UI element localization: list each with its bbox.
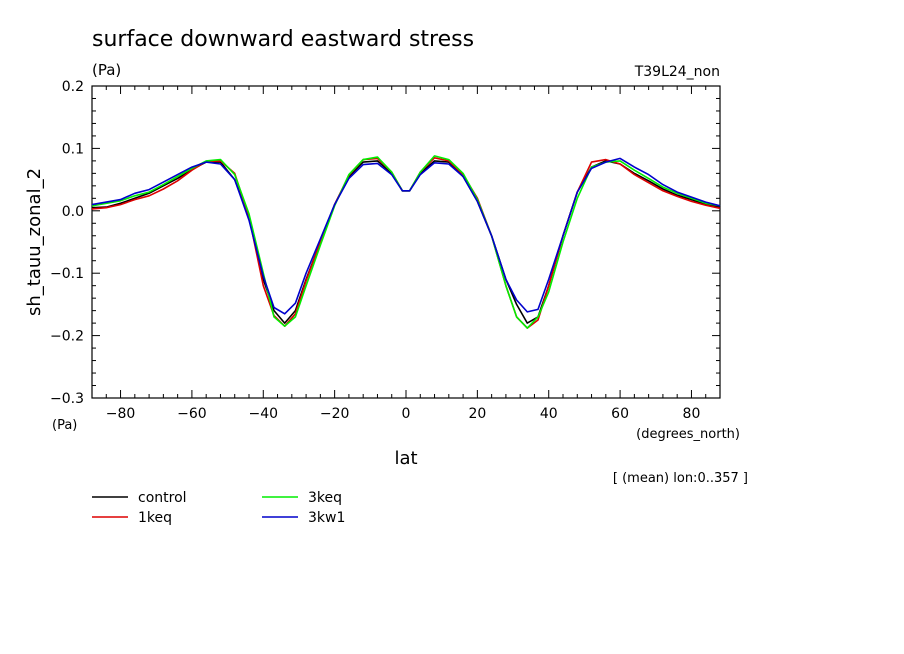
y-axis-label: sh_tauu_zonal_2 — [24, 168, 45, 316]
legend-label-3kw1: 3kw1 — [308, 510, 345, 526]
y-tick-label: −0.1 — [50, 266, 84, 282]
x-tick-label: −60 — [177, 406, 207, 422]
y-tick-label: −0.3 — [50, 391, 84, 407]
series-line-control — [91, 160, 721, 324]
y-unit-top: (Pa) — [92, 61, 121, 79]
series-line-3kw1 — [91, 157, 721, 315]
plot-area — [91, 85, 721, 399]
x-tick-label: 20 — [468, 406, 486, 422]
x-tick-label: 60 — [611, 406, 629, 422]
x-axis: −80 −60 −40 −20 0 20 40 60 80 — [91, 86, 721, 422]
x-tick-label: −40 — [248, 406, 278, 422]
y-tick-label: −0.2 — [50, 329, 84, 345]
y-axis: −0.3 −0.2 −0.1 0.0 0.1 0.2 — [50, 79, 720, 407]
y-tick-label: 0.2 — [62, 79, 84, 95]
x-axis-label: lat — [394, 448, 417, 469]
legend-label-3keq: 3keq — [308, 490, 342, 506]
series-line-1keq — [91, 157, 721, 329]
mean-note: [ (mean) lon:0..357 ] — [613, 471, 748, 486]
plot-frame — [91, 85, 721, 399]
top-right-label: T39L24_non — [634, 64, 720, 80]
y-unit-bottom: (Pa) — [52, 418, 77, 433]
x-tick-label: −20 — [320, 406, 350, 422]
series-lines — [91, 155, 721, 329]
x-tick-label: −80 — [106, 406, 136, 422]
y-tick-label: 0.1 — [62, 141, 84, 157]
x-tick-label: 40 — [540, 406, 558, 422]
x-unit: (degrees_north) — [636, 427, 740, 442]
legend-label-1keq: 1keq — [138, 510, 172, 526]
legend: control 1keq 3keq 3kw1 — [92, 490, 345, 526]
y-tick-label: 0.0 — [62, 204, 84, 220]
x-tick-label: 80 — [683, 406, 701, 422]
series-line-3keq — [91, 155, 721, 329]
chart-title: surface downward eastward stress — [92, 27, 474, 52]
legend-label-control: control — [138, 490, 187, 506]
x-tick-label: 0 — [402, 406, 411, 422]
